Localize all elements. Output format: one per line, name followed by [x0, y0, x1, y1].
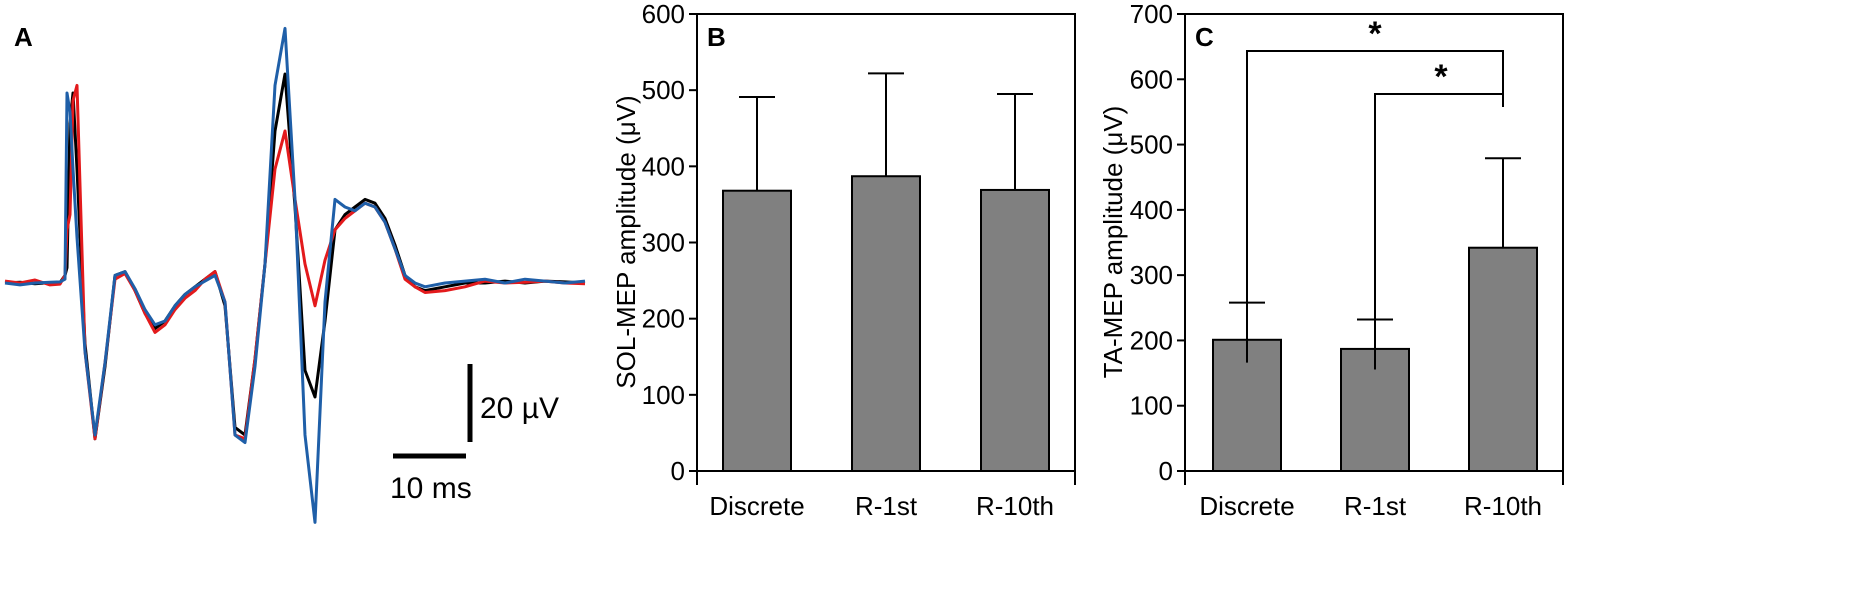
y-tick-label: 200 — [642, 304, 685, 334]
y-axis: 0 100 200 300 400 500 600 — [642, 0, 697, 486]
bar-plot — [722, 72, 1050, 473]
y-tick-label: 400 — [1130, 195, 1173, 225]
bar-r-10th — [980, 188, 1050, 472]
bar-r-10th — [1468, 246, 1538, 472]
y-tick-label: 0 — [1159, 456, 1173, 486]
x-tick-label: R-10th — [1464, 491, 1542, 521]
significance-bracket — [1374, 93, 1504, 370]
trace-r-1st — [4, 83, 586, 441]
panel-c-label: C — [1195, 22, 1214, 52]
y-tick-label: 400 — [642, 151, 685, 181]
significance-star: * — [1434, 58, 1448, 96]
panel-a: A 10 ms 20 µV — [4, 22, 586, 524]
y-tick-label: 600 — [1130, 64, 1173, 94]
y-axis-title: SOL-MEP amplitude (μV) — [611, 95, 641, 388]
x-tick-label: Discrete — [709, 491, 804, 521]
x-tick-label: Discrete — [1199, 491, 1294, 521]
y-axis: 0 100 200 300 400 500 600 700 — [1130, 0, 1185, 486]
y-tick-label: 200 — [1130, 325, 1173, 355]
panel-b-label: B — [707, 22, 726, 52]
significance-brackets: ** — [1246, 15, 1504, 370]
x-tick-label: R-10th — [976, 491, 1054, 521]
y-tick-label: 100 — [642, 380, 685, 410]
x-axis: Discrete R-1st R-10th — [696, 471, 1076, 521]
scale-bar: 10 ms 20 µV — [390, 364, 559, 505]
y-tick-label: 300 — [1130, 260, 1173, 290]
significance-star: * — [1368, 15, 1382, 53]
y-tick-label: 0 — [671, 456, 685, 486]
panel-a-label: A — [14, 22, 33, 52]
y-tick-label: 700 — [1130, 0, 1173, 29]
y-tick-label: 100 — [1130, 391, 1173, 421]
x-tick-label: R-1st — [1344, 491, 1407, 521]
trace-discrete — [4, 72, 586, 441]
bar-r-1st — [851, 175, 921, 473]
trace-r-10th — [4, 26, 586, 524]
amplitude-scale-label: 20 µV — [480, 392, 559, 425]
bar-discrete — [722, 189, 792, 472]
x-axis: Discrete R-1st R-10th — [1184, 471, 1564, 521]
bar-plot — [1212, 157, 1538, 473]
significance-bracket — [1246, 50, 1504, 363]
y-tick-label: 500 — [1130, 130, 1173, 160]
y-tick-label: 600 — [642, 0, 685, 29]
panel-c: C TA-MEP amplitude (μV) 0 100 200 300 400 500… — [1098, 0, 1564, 521]
panel-b: B SOL-MEP amplitude (μV) 0 100 200 300 400 50… — [611, 0, 1076, 521]
y-tick-label: 300 — [642, 228, 685, 258]
time-scale-label: 10 ms — [390, 472, 472, 505]
y-tick-label: 500 — [642, 75, 685, 105]
x-tick-label: R-1st — [855, 491, 918, 521]
emg-traces — [4, 26, 586, 524]
y-axis-title: TA-MEP amplitude (μV) — [1098, 106, 1128, 379]
